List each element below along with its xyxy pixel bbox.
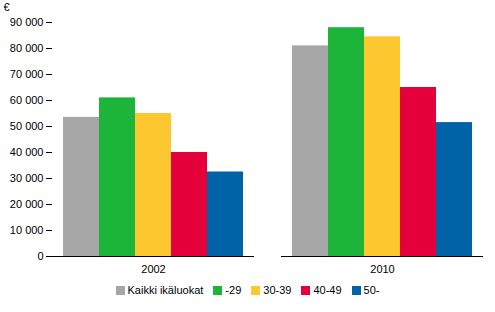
svg-text:60 000: 60 000 xyxy=(10,94,44,106)
html-text:50-: 50- xyxy=(363,284,380,296)
svg-text:50 000: 50 000 xyxy=(10,120,44,132)
svg-text:70 000: 70 000 xyxy=(10,68,44,80)
svg-text:2010: 2010 xyxy=(370,263,394,275)
html-text:Kaikki ikäluokat: Kaikki ikäluokat xyxy=(127,284,204,296)
svg-text:30 000: 30 000 xyxy=(10,172,44,184)
svg-text:90 000: 90 000 xyxy=(10,16,44,28)
svg-text:80 000: 80 000 xyxy=(10,42,44,54)
svg-text:2002: 2002 xyxy=(141,263,165,275)
html-text:40-49: 40-49 xyxy=(313,284,342,296)
html-text:-29: -29 xyxy=(225,284,242,296)
svg-text:10 000: 10 000 xyxy=(10,224,44,236)
svg-text:40 000: 40 000 xyxy=(10,146,44,158)
svg-text:€: € xyxy=(4,1,10,13)
svg-text:0: 0 xyxy=(37,250,43,262)
svg-text:20 000: 20 000 xyxy=(10,198,44,210)
html-text:30-39: 30-39 xyxy=(263,284,292,296)
